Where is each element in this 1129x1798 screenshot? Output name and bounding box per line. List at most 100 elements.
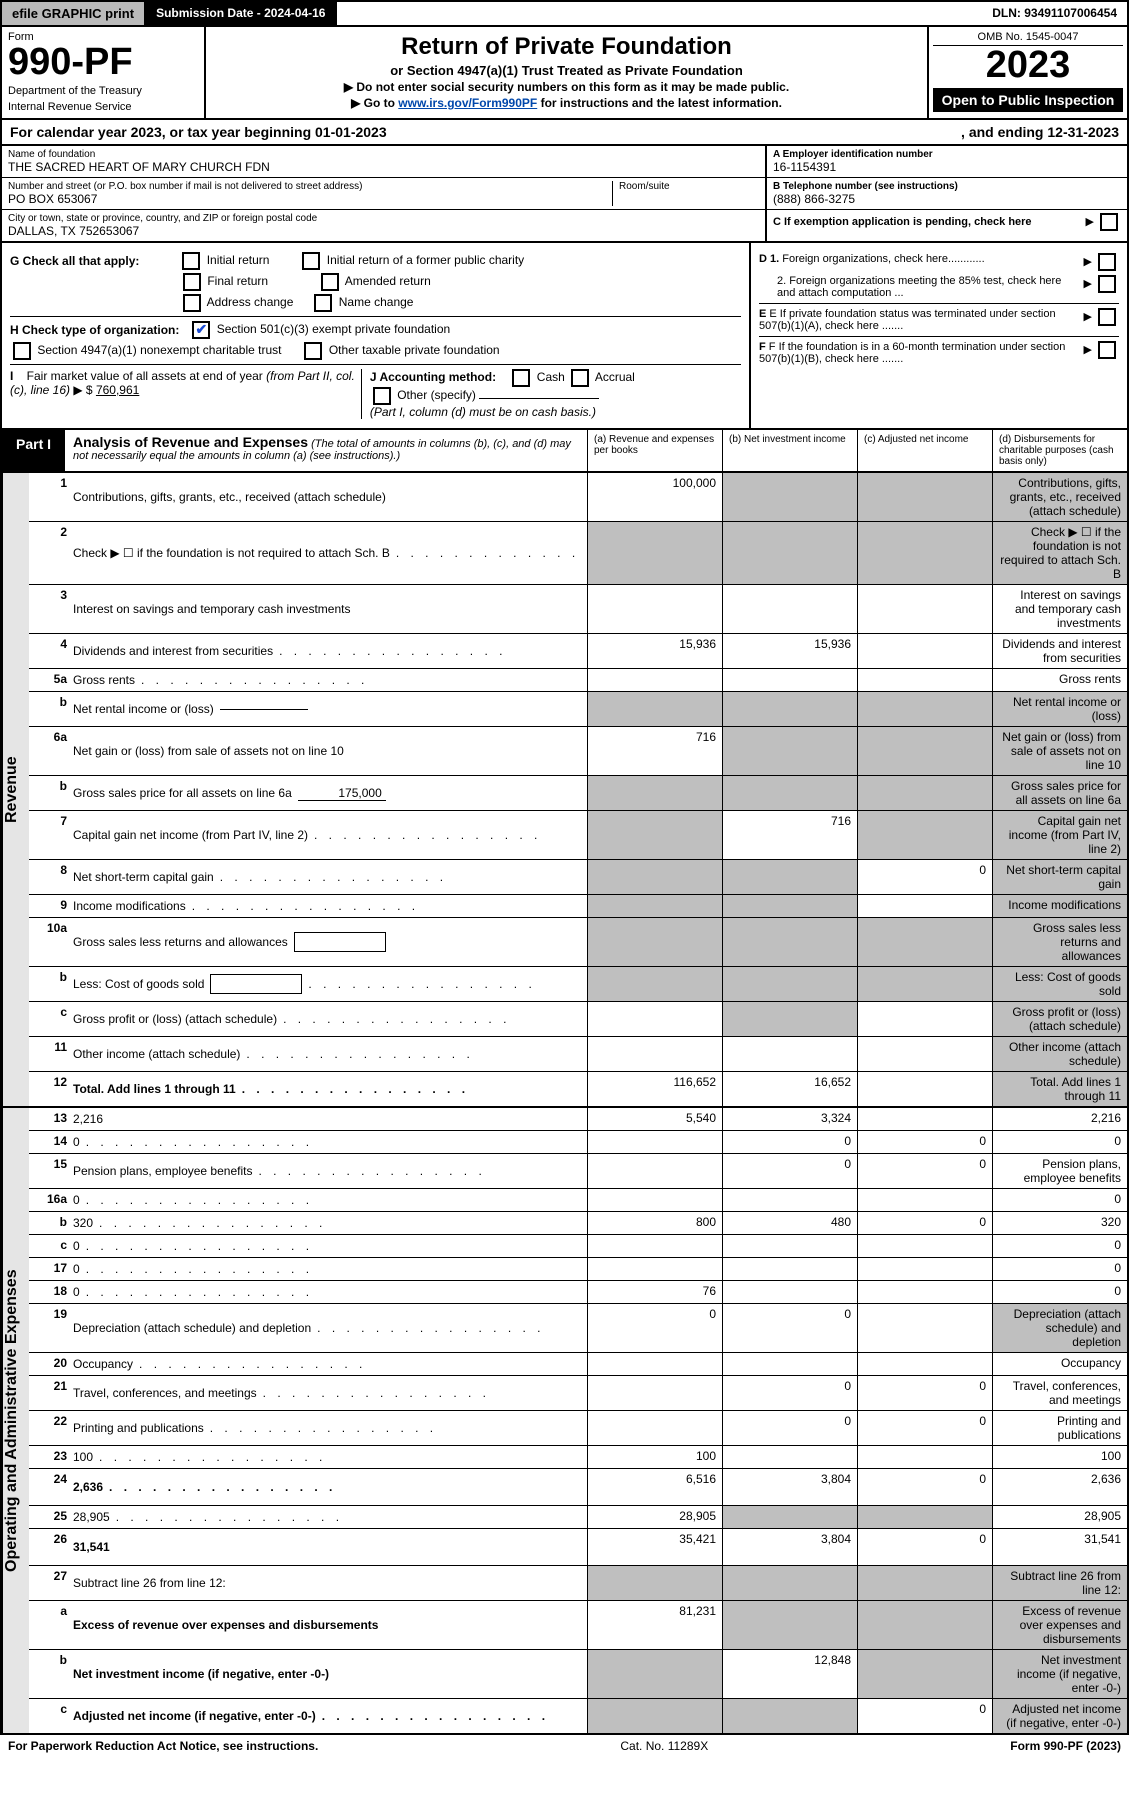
form-title: Return of Private Foundation <box>216 33 917 61</box>
cell-d: Total. Add lines 1 through 11 <box>992 1072 1127 1106</box>
line-description: Net short-term capital gain. . . . . . .… <box>71 860 587 894</box>
table-row: 7Capital gain net income (from Part IV, … <box>29 810 1127 859</box>
ssn-note: ▶ Do not enter social security numbers o… <box>216 80 917 94</box>
cell-c <box>857 918 992 966</box>
cell-a <box>587 1376 722 1410</box>
calyear-end: , and ending 12-31-2023 <box>961 124 1119 140</box>
cell-b <box>722 1699 857 1733</box>
other-taxable-checkbox[interactable] <box>304 342 322 360</box>
goto-post: for instructions and the latest informat… <box>537 96 782 110</box>
cell-c: 0 <box>857 1699 992 1733</box>
table-row: bNet rental income or (loss)Net rental i… <box>29 691 1127 726</box>
address-change-checkbox[interactable] <box>183 294 201 312</box>
line-description: 0. . . . . . . . . . . . . . . . <box>71 1235 587 1257</box>
table-row: cAdjusted net income (if negative, enter… <box>29 1698 1127 1733</box>
efile-print-button[interactable]: efile GRAPHIC print <box>2 2 146 25</box>
cell-c: 0 <box>857 860 992 894</box>
cell-d: 0 <box>992 1258 1127 1280</box>
cell-d: Gross sales less returns and allowances <box>992 918 1127 966</box>
501c3-checkbox[interactable] <box>192 321 210 339</box>
cell-a: 81,231 <box>587 1601 722 1649</box>
table-row: 132,2165,5403,3242,216 <box>29 1108 1127 1130</box>
f-row: F F If the foundation is in a 60-month t… <box>759 336 1119 365</box>
f-checkbox[interactable] <box>1098 341 1116 359</box>
cell-b <box>722 1037 857 1071</box>
line-number: b <box>29 1650 71 1698</box>
cell-d: 0 <box>992 1131 1127 1153</box>
j-accrual: Accrual <box>595 370 635 384</box>
initial-former-checkbox[interactable] <box>302 252 320 270</box>
cell-c <box>857 1353 992 1375</box>
cell-a: 76 <box>587 1281 722 1303</box>
other-method-checkbox[interactable] <box>373 387 391 405</box>
cell-c <box>857 967 992 1001</box>
open-inspection: Open to Public Inspection <box>933 88 1123 112</box>
cell-d: Check ▶ ☐ if the foundation is not requi… <box>992 522 1127 584</box>
exemption-checkbox[interactable] <box>1100 213 1118 231</box>
cell-d: 2,216 <box>992 1108 1127 1130</box>
line-description: Occupancy. . . . . . . . . . . . . . . . <box>71 1353 587 1375</box>
cell-b <box>722 669 857 691</box>
h-4947: Section 4947(a)(1) nonexempt charitable … <box>37 343 281 357</box>
dept-treasury: Department of the Treasury <box>8 85 198 97</box>
line-description: Capital gain net income (from Part IV, l… <box>71 811 587 859</box>
line-number: 15 <box>29 1154 71 1188</box>
name-change-checkbox[interactable] <box>314 294 332 312</box>
line-description: Net investment income (if negative, ente… <box>71 1650 587 1698</box>
line-number: 6a <box>29 727 71 775</box>
cell-d: Capital gain net income (from Part IV, l… <box>992 811 1127 859</box>
line-description: 100. . . . . . . . . . . . . . . . <box>71 1446 587 1468</box>
submission-date: Submission Date - 2024-04-16 <box>146 2 337 25</box>
line-description: Depreciation (attach schedule) and deple… <box>71 1304 587 1352</box>
cell-a: 100 <box>587 1446 722 1468</box>
cell-b: 15,936 <box>722 634 857 668</box>
cell-a <box>587 811 722 859</box>
meta-block: Name of foundation THE SACRED HEART OF M… <box>0 146 1129 243</box>
line-number: 3 <box>29 585 71 633</box>
part1-desc: Analysis of Revenue and Expenses (The to… <box>65 430 587 471</box>
cell-c: 0 <box>857 1411 992 1445</box>
cash-checkbox[interactable] <box>512 369 530 387</box>
line-number: 18 <box>29 1281 71 1303</box>
accrual-checkbox[interactable] <box>571 369 589 387</box>
table-row: 23100. . . . . . . . . . . . . . . .1001… <box>29 1445 1127 1468</box>
e-checkbox[interactable] <box>1098 308 1116 326</box>
4947-checkbox[interactable] <box>13 342 31 360</box>
cell-b <box>722 1189 857 1211</box>
h-other: Other taxable private foundation <box>329 343 500 357</box>
final-return-checkbox[interactable] <box>183 273 201 291</box>
cell-a <box>587 1258 722 1280</box>
line-description: 0. . . . . . . . . . . . . . . . <box>71 1131 587 1153</box>
cell-d: Other income (attach schedule) <box>992 1037 1127 1071</box>
fmv-value: 760,961 <box>96 383 139 397</box>
line-number: 5a <box>29 669 71 691</box>
table-row: 6aNet gain or (loss) from sale of assets… <box>29 726 1127 775</box>
table-row: bLess: Cost of goods sold. . . . . . . .… <box>29 966 1127 1001</box>
line-number: 4 <box>29 634 71 668</box>
line-description: Net gain or (loss) from sale of assets n… <box>71 727 587 775</box>
line-description: 0. . . . . . . . . . . . . . . . <box>71 1281 587 1303</box>
line-description: Gross profit or (loss) (attach schedule)… <box>71 1002 587 1036</box>
cell-a: 28,905 <box>587 1506 722 1528</box>
amended-return-checkbox[interactable] <box>321 273 339 291</box>
table-row: 9Income modifications. . . . . . . . . .… <box>29 894 1127 917</box>
cell-b <box>722 473 857 521</box>
cell-b <box>722 1258 857 1280</box>
cell-c: 0 <box>857 1529 992 1565</box>
cell-d: Depreciation (attach schedule) and deple… <box>992 1304 1127 1352</box>
cell-a <box>587 669 722 691</box>
line-description: Travel, conferences, and meetings. . . .… <box>71 1376 587 1410</box>
cell-c <box>857 1304 992 1352</box>
cell-d: Adjusted net income (if negative, enter … <box>992 1699 1127 1733</box>
phone-cell: B Telephone number (see instructions) (8… <box>767 178 1127 210</box>
addr-label: Number and street (or P.O. box number if… <box>8 181 612 192</box>
d2-checkbox[interactable] <box>1098 275 1116 293</box>
table-row: 15Pension plans, employee benefits. . . … <box>29 1153 1127 1188</box>
d1-checkbox[interactable] <box>1098 253 1116 271</box>
table-row: 2528,905. . . . . . . . . . . . . . . .2… <box>29 1505 1127 1528</box>
cell-a: 5,540 <box>587 1108 722 1130</box>
instructions-link[interactable]: www.irs.gov/Form990PF <box>398 96 537 110</box>
cell-b <box>722 1506 857 1528</box>
part1-header: Part I Analysis of Revenue and Expenses … <box>0 430 1129 473</box>
initial-return-checkbox[interactable] <box>182 252 200 270</box>
